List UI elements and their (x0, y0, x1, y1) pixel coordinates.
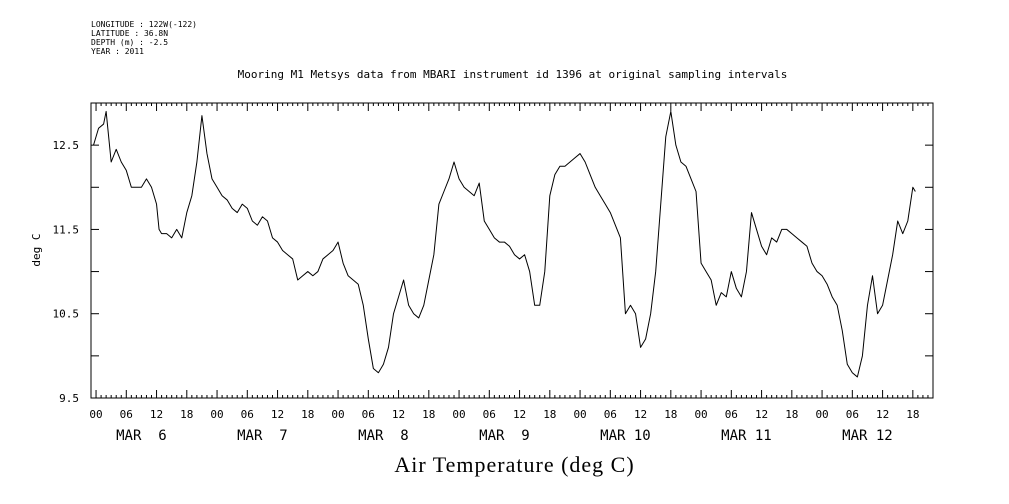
x-axis-label: Air Temperature (deg C) (394, 452, 635, 477)
chart-title: Mooring M1 Metsys data from MBARI instru… (237, 68, 788, 81)
longitude-label: LONGITUDE : 122W(-122) (91, 20, 197, 29)
x-hour-tick-label: 18 (301, 408, 314, 421)
x-hour-tick-label: 06 (604, 408, 617, 421)
x-hour-tick-label: 06 (120, 408, 133, 421)
x-hour-tick-label: 06 (725, 408, 738, 421)
x-hour-tick-label: 12 (513, 408, 526, 421)
x-hour-tick-label: 00 (452, 408, 465, 421)
x-hour-tick-label: 00 (89, 408, 102, 421)
x-hour-tick-label: 12 (271, 408, 284, 421)
x-day-label: MAR 10 (600, 428, 651, 444)
year-label: YEAR : 2011 (91, 47, 144, 56)
air-temperature-series-line (93, 110, 916, 378)
plot-frame (90, 102, 934, 399)
x-hour-tick-label: 12 (634, 408, 647, 421)
x-hour-tick-label: 12 (755, 408, 768, 421)
x-hour-tick-label: 18 (906, 408, 919, 421)
y-tick-label: 10.5 (53, 308, 80, 321)
x-day-label: MAR 11 (721, 428, 772, 444)
y-tick-label: 11.5 (53, 223, 80, 236)
x-hour-tick-label: 06 (362, 408, 375, 421)
y-axis-label: deg C (30, 233, 43, 266)
x-hour-tick-label: 06 (241, 408, 254, 421)
metadata-block: LONGITUDE : 122W(-122) LATITUDE : 36.8N … (91, 20, 197, 56)
x-hour-tick-label: 18 (180, 408, 193, 421)
x-hour-tick-label: 06 (483, 408, 496, 421)
x-hour-tick-label: 06 (846, 408, 859, 421)
x-day-label: MAR 8 (358, 428, 409, 444)
x-hour-tick-label: 12 (876, 408, 889, 421)
x-hour-tick-label: 18 (422, 408, 435, 421)
x-hour-tick-label: 00 (210, 408, 223, 421)
x-day-label: MAR 7 (237, 428, 288, 444)
x-hour-tick-label: 00 (694, 408, 707, 421)
x-hour-tick-label: 00 (573, 408, 586, 421)
x-day-label: MAR 9 (479, 428, 530, 444)
x-hour-tick-label: 18 (664, 408, 677, 421)
x-hour-tick-label: 18 (785, 408, 798, 421)
y-tick-label: 12.5 (53, 139, 80, 152)
x-hour-tick-label: 12 (392, 408, 405, 421)
latitude-label: LATITUDE : 36.8N (91, 29, 169, 38)
x-day-label: MAR 6 (116, 428, 167, 444)
y-tick-label: 9.5 (59, 392, 79, 405)
x-day-label: MAR 12 (842, 428, 893, 444)
x-hour-tick-label: 00 (815, 408, 828, 421)
depth-label: DEPTH (m) : -2.5 (91, 38, 169, 47)
x-hour-tick-label: 12 (150, 408, 163, 421)
x-hour-tick-label: 18 (543, 408, 556, 421)
x-hour-tick-label: 00 (331, 408, 344, 421)
